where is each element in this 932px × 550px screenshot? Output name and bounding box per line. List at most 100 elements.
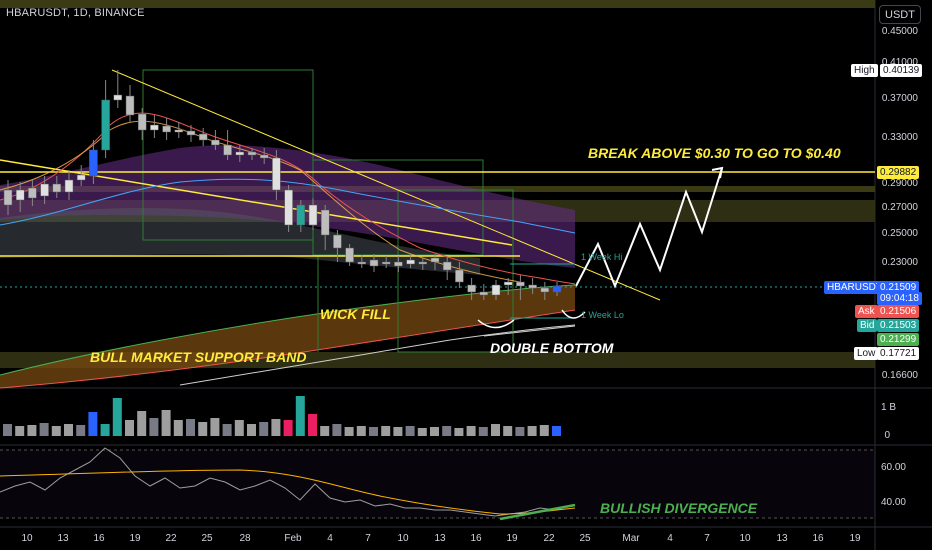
trendline-upper[interactable] xyxy=(111,69,661,301)
time-tick: 13 xyxy=(776,533,788,544)
volume-bar xyxy=(271,419,281,436)
volume-bar xyxy=(137,411,147,436)
candle-body xyxy=(540,287,550,293)
volume-bar xyxy=(51,426,61,436)
volume-bar xyxy=(3,424,12,436)
candle-body xyxy=(64,179,74,193)
double-bottom-annotation[interactable]: DOUBLE BOTTOM xyxy=(490,340,614,356)
low-label: Low xyxy=(854,347,879,360)
volume-bar xyxy=(173,420,183,436)
volume-bar xyxy=(149,418,159,436)
candle-body xyxy=(320,209,330,236)
week-hi-label: 1 Week Hi xyxy=(581,252,623,262)
candles[interactable] xyxy=(3,70,562,300)
volume-bar xyxy=(295,396,305,436)
symbol-title: HBARUSDT, 1D, BINANCE xyxy=(6,7,145,19)
candle-body xyxy=(52,183,62,193)
high-value: 0.40139 xyxy=(880,64,923,77)
candle-body xyxy=(528,284,537,289)
volume-bar xyxy=(210,418,220,436)
volume-bar xyxy=(552,426,561,436)
candle-body xyxy=(442,261,452,271)
volume-bar xyxy=(161,410,171,436)
currency-button[interactable]: USDT xyxy=(879,5,921,24)
candle-body xyxy=(89,149,98,177)
time-tick: 19 xyxy=(129,533,141,544)
time-tick: 4 xyxy=(667,533,673,544)
candle-body xyxy=(418,261,428,265)
bid-value: 0.21503 xyxy=(877,319,920,332)
time-tick: 16 xyxy=(470,533,482,544)
volume-bar xyxy=(369,427,378,436)
price-tick: 0.29000 xyxy=(881,178,918,189)
candle-body xyxy=(101,99,110,151)
volume-bar xyxy=(478,427,488,436)
volume-bar xyxy=(112,398,122,436)
candle-body xyxy=(125,95,135,116)
volume-bar xyxy=(454,428,464,436)
volume-bar xyxy=(15,426,25,436)
last-price-tag: 0.21509 xyxy=(877,281,920,294)
candle-body xyxy=(369,259,379,267)
candle-body xyxy=(467,284,476,293)
time-tick: 16 xyxy=(93,533,105,544)
candle-body xyxy=(479,291,489,296)
candle-body xyxy=(223,144,232,156)
candle-body xyxy=(235,151,245,156)
candle-body xyxy=(272,157,281,191)
wick-fill-annotation[interactable]: WICK FILL xyxy=(320,306,391,322)
time-tick: 10 xyxy=(21,533,33,544)
volume-bar xyxy=(283,420,293,436)
time-tick: 28 xyxy=(239,533,251,544)
time-tick: 19 xyxy=(506,533,518,544)
rsi-line xyxy=(0,447,576,517)
price-tick: 0.37000 xyxy=(881,93,918,104)
volume-bar xyxy=(356,426,366,436)
candle-body xyxy=(259,154,269,159)
candle-body xyxy=(28,187,37,199)
candle-body xyxy=(381,261,391,265)
grey-cloud xyxy=(0,207,480,275)
candle-body xyxy=(552,285,562,293)
volume-bar xyxy=(259,422,269,436)
double-bottom-arc-2[interactable] xyxy=(561,309,586,319)
double-bottom-arc-1[interactable] xyxy=(477,319,515,329)
volume-bar xyxy=(320,426,330,436)
volume-bar xyxy=(198,422,208,436)
volume-bar xyxy=(527,426,537,436)
candle-body xyxy=(455,269,464,283)
volume-bar xyxy=(503,426,513,436)
week-lo-label: 1 Week Lo xyxy=(581,310,624,320)
candle-body xyxy=(76,174,86,181)
resistance-zone-top xyxy=(0,0,875,8)
support-band-annotation[interactable]: BULL MARKET SUPPORT BAND xyxy=(90,349,307,365)
projection-path[interactable] xyxy=(575,167,723,289)
time-tick: 19 xyxy=(849,533,861,544)
candle-body xyxy=(113,94,123,101)
time-tick: 22 xyxy=(543,533,555,544)
volume-tick: 0 xyxy=(884,430,890,441)
price-tick: 0.41000 xyxy=(881,57,918,68)
candle-body xyxy=(491,284,501,296)
time-tick: 16 xyxy=(812,533,824,544)
divergence-annotation[interactable]: BULLISH DIVERGENCE xyxy=(600,500,758,516)
candle-body xyxy=(516,281,525,287)
time-tick: 7 xyxy=(704,533,710,544)
trendline-lower[interactable] xyxy=(0,159,513,246)
volume-bars xyxy=(3,396,561,436)
breakout-annotation[interactable]: BREAK ABOVE $0.30 TO GO TO $0.40 xyxy=(588,145,841,161)
volume-bar xyxy=(222,424,232,436)
candle-body xyxy=(333,234,342,249)
low-value: 0.17721 xyxy=(877,347,920,360)
candle-body xyxy=(247,151,257,156)
volume-bar xyxy=(442,426,452,436)
candle-body xyxy=(211,139,220,146)
volume-bar xyxy=(308,414,317,436)
time-tick: 13 xyxy=(434,533,446,544)
candle-body xyxy=(394,261,403,267)
divergence-line[interactable] xyxy=(499,503,576,521)
time-tick: 10 xyxy=(739,533,751,544)
volume-bar xyxy=(332,424,342,436)
candle-body xyxy=(345,247,354,263)
